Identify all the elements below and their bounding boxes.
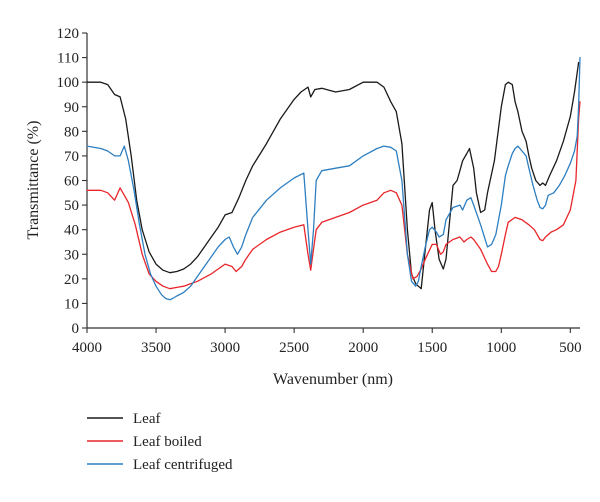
y-tick-label: 40 (64, 223, 79, 239)
x-tick-label: 1500 (417, 340, 447, 356)
series-line-leaf-boiled (86, 101, 581, 290)
y-axis-title: Transmittance (%) (25, 121, 42, 240)
legend-label: Leaf centrifuged (133, 457, 233, 473)
y-tick-label: 110 (57, 51, 79, 67)
y-tick-label: 10 (64, 296, 79, 312)
series-layer (86, 56, 581, 301)
y-tick-label: 100 (57, 75, 80, 91)
x-axis-title: Wavenumber (nm) (273, 371, 393, 388)
y-tick-label: 80 (64, 124, 79, 140)
y-tick-label: 70 (64, 149, 79, 165)
legend: Leaf Leaf boiled Leaf centrifuged (87, 411, 233, 473)
y-tick-label: 50 (64, 198, 79, 214)
x-tick-label: 4000 (72, 340, 102, 356)
x-tick-label: 3000 (210, 340, 240, 356)
plot-area: 0 10 20 30 40 50 60 70 80 90 100 110 120 4000 3500 300… (57, 26, 582, 356)
y-tick-label: 20 (64, 272, 79, 288)
legend-label: Leaf (133, 411, 160, 427)
y-tick-label: 60 (64, 174, 79, 190)
x-tick-label: 2500 (279, 340, 309, 356)
x-tick-label: 2000 (348, 340, 378, 356)
y-ticks: 0 10 20 30 40 50 60 70 80 90 100 110 120 (57, 26, 87, 337)
legend-label: Leaf boiled (133, 434, 202, 450)
series-line-leaf-centrifuged (86, 56, 581, 301)
y-tick-label: 0 (72, 321, 80, 337)
y-tick-label: 120 (57, 26, 80, 42)
x-ticks: 4000 3500 3000 2500 2000 1500 1000 500 (72, 328, 582, 356)
y-tick-label: 30 (64, 247, 79, 263)
x-tick-label: 500 (559, 340, 582, 356)
y-tick-label: 90 (64, 100, 79, 116)
x-tick-label: 1000 (486, 340, 516, 356)
x-tick-label: 3500 (141, 340, 171, 356)
